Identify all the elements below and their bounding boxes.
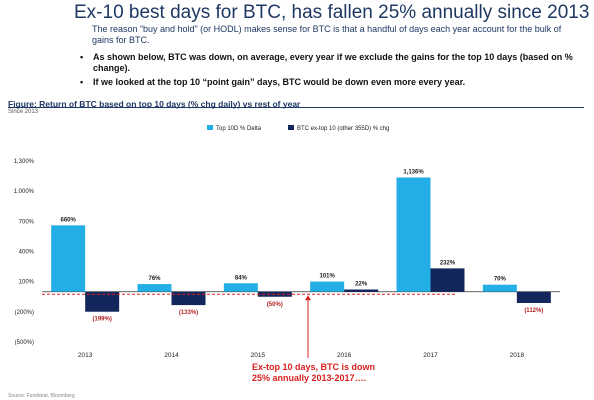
bar-ex-top10 <box>171 291 206 306</box>
page-headline: Ex-10 best days for BTC, has fallen 25% … <box>74 2 590 23</box>
bar-ex-top10 <box>85 291 120 312</box>
bar-top10 <box>137 284 172 292</box>
figure-subtitle: Since 2013 <box>8 109 39 115</box>
y-tick-label: (500%) <box>15 340 34 346</box>
bullet-item: As shown below, BTC was down, on average… <box>80 52 585 74</box>
bar-ex-top10 <box>430 268 465 292</box>
data-label-ex-top10: (199%) <box>92 317 111 323</box>
bar-ex-top10 <box>344 289 379 292</box>
intro-paragraph: The reason “buy and hold” (or HODL) make… <box>92 24 562 45</box>
data-label-top10: 70% <box>494 277 507 283</box>
x-category-label: 2015 <box>251 352 266 359</box>
data-label-ex-top10: 22% <box>355 282 368 288</box>
y-tick-label: 400% <box>19 250 35 256</box>
bar-top10 <box>396 177 431 292</box>
bar-top10 <box>482 284 517 292</box>
data-label-ex-top10: (112%) <box>524 308 543 314</box>
y-tick-label: 1,300% <box>14 159 35 165</box>
data-label-ex-top10: 232% <box>440 260 456 266</box>
bar-ex-top10 <box>516 291 551 303</box>
source-note: Source: Fundstrat, Bloomberg <box>8 393 75 399</box>
bar-top10 <box>310 281 345 292</box>
figure-title: Figure: Return of BTC based on top 10 da… <box>8 99 301 109</box>
x-category-label: 2016 <box>337 352 352 359</box>
legend-label-top10: Top 10D % Delta <box>216 126 262 132</box>
legend-label-ex-top10: BTC ex-top 10 (other 355D) % chg <box>297 126 389 132</box>
legend-swatch-top10 <box>207 125 213 130</box>
ex-top10-annotation: Ex-top 10 days, BTC is down 25% annually… <box>252 362 392 384</box>
bullet-list: As shown below, BTC was down, on average… <box>80 52 585 91</box>
data-label-top10: 76% <box>148 276 161 282</box>
data-label-ex-top10: (50%) <box>267 302 283 308</box>
bar-top10 <box>51 225 86 292</box>
bar-top10 <box>223 283 258 292</box>
x-category-label: 2018 <box>510 352 525 359</box>
x-category-label: 2017 <box>423 352 438 359</box>
x-category-label: 2013 <box>78 352 93 359</box>
data-label-top10: 660% <box>60 217 76 223</box>
y-tick-label: 100% <box>19 280 35 286</box>
figure-divider <box>8 107 584 108</box>
x-category-label: 2014 <box>164 352 179 359</box>
annotation-arrow-head <box>305 295 311 301</box>
annotation-text: Ex-top 10 days, BTC is down 25% annually… <box>252 362 376 383</box>
y-tick-label: (200%) <box>15 310 34 316</box>
data-label-top10: 84% <box>235 275 248 281</box>
y-tick-label: 1,000% <box>14 189 35 195</box>
data-label-ex-top10: (133%) <box>179 310 198 316</box>
legend-swatch-ex-top10 <box>288 125 294 130</box>
y-tick-label: 700% <box>19 219 35 225</box>
data-label-top10: 101% <box>319 274 335 280</box>
data-label-top10: 1,136% <box>403 169 424 175</box>
bullet-item: If we looked at the top 10 “point gain” … <box>80 77 585 88</box>
